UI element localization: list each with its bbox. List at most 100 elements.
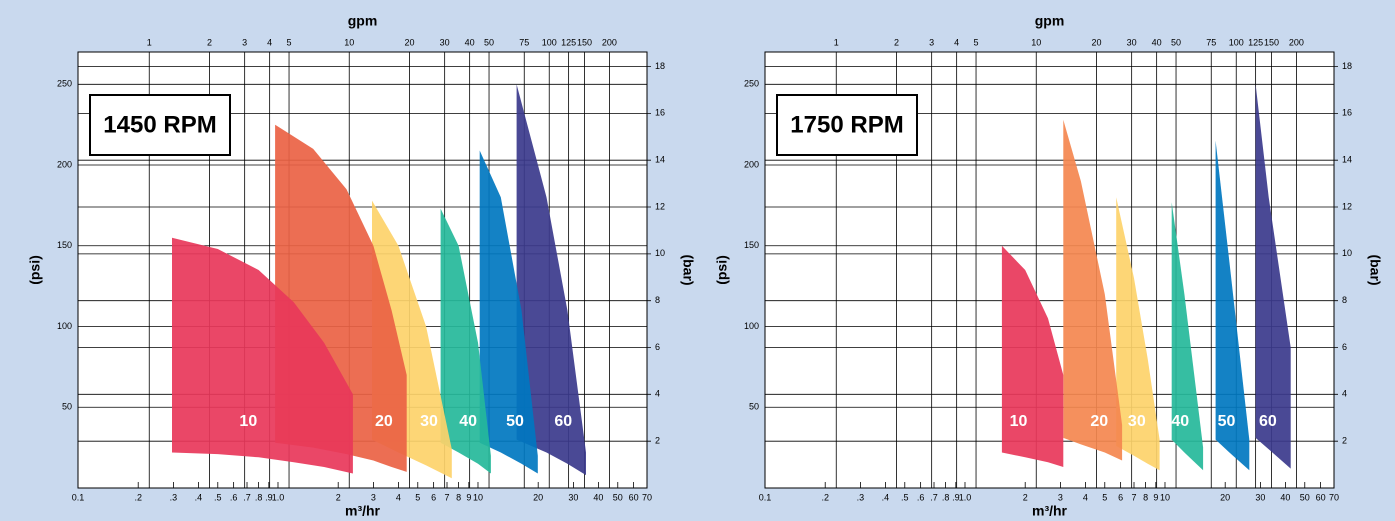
x-tick-label: .2 [821, 492, 829, 502]
range-area [172, 237, 353, 474]
series-label: 30 [1128, 413, 1146, 430]
x-tick-label: 4 [396, 492, 401, 502]
badge-box [89, 94, 231, 156]
x-tick-label: 30 [1255, 492, 1265, 502]
y-tick-label: 150 [57, 240, 72, 250]
series-label: 40 [1171, 413, 1189, 430]
y2-tick-label: 10 [655, 248, 665, 258]
x-tick-label: 40 [1280, 492, 1290, 502]
x2-tick-label: 100 [1229, 37, 1244, 47]
x-tick-label: 20 [1220, 492, 1230, 502]
y2-tick-label: 16 [1342, 108, 1352, 118]
x-tick-label: .7 [930, 492, 938, 502]
series-label: 40 [459, 413, 477, 430]
y-axis-title: (psi) [714, 255, 730, 285]
x2-tick-label: 150 [1264, 37, 1279, 47]
x-tick-label: .4 [195, 492, 203, 502]
y2-axis-title: (bar) [680, 254, 696, 285]
series-label: 10 [239, 413, 257, 430]
range-area [1063, 119, 1123, 461]
y2-tick-label: 18 [655, 61, 665, 71]
x-tick-label: .6 [917, 492, 925, 502]
y-tick-label: 50 [62, 402, 72, 412]
range-area [516, 84, 586, 476]
series-label: 50 [506, 413, 524, 430]
x-axis-title: m³/hr [345, 503, 381, 519]
y-axis-title: (psi) [27, 255, 43, 285]
x2-tick-label: 3 [929, 37, 934, 47]
x2-tick-label: 30 [1127, 37, 1137, 47]
x-tick-label: .5 [901, 492, 909, 502]
x2-tick-label: 4 [267, 37, 272, 47]
x2-tick-label: 20 [1091, 37, 1101, 47]
y2-tick-label: 6 [1342, 342, 1347, 352]
range-area [1001, 245, 1064, 467]
x-tick-label: 7 [444, 492, 449, 502]
x2-tick-label: 100 [542, 37, 557, 47]
x-tick-label: 70 [1329, 492, 1339, 502]
x-tick-label: 50 [1300, 492, 1310, 502]
y2-tick-label: 18 [1342, 61, 1352, 71]
x-tick-label: .2 [134, 492, 142, 502]
x2-tick-label: 5 [974, 37, 979, 47]
x-tick-label: 8 [456, 492, 461, 502]
x-tick-label: 30 [568, 492, 578, 502]
x2-tick-label: 5 [287, 37, 292, 47]
range-area [1116, 197, 1160, 471]
x-tick-label: 3 [1058, 492, 1063, 502]
x2-tick-label: 200 [1289, 37, 1304, 47]
x-tick-label: 7 [1131, 492, 1136, 502]
y2-tick-label: 2 [655, 436, 660, 446]
y-tick-label: 100 [744, 321, 759, 331]
series-label: 60 [554, 413, 572, 430]
x2-tick-label: 20 [404, 37, 414, 47]
series-label: 60 [1259, 413, 1277, 430]
y2-tick-label: 8 [1342, 295, 1347, 305]
x-tick-label: .5 [214, 492, 222, 502]
x2-tick-label: 75 [1206, 37, 1216, 47]
y2-tick-label: 14 [1342, 155, 1352, 165]
range-area [440, 208, 491, 474]
y2-axis-title: (bar) [1367, 254, 1383, 285]
series-label: 30 [420, 413, 438, 430]
x-tick-label: 6 [431, 492, 436, 502]
x-tick-label: 8 [1143, 492, 1148, 502]
x2-tick-label: 40 [465, 37, 475, 47]
x-tick-label: 1.0 [272, 492, 285, 502]
y2-tick-label: 8 [655, 295, 660, 305]
x-tick-label: 1.0 [959, 492, 972, 502]
x-tick-label: 6 [1118, 492, 1123, 502]
x-tick-label: 2 [1023, 492, 1028, 502]
x2-tick-label: 75 [519, 37, 529, 47]
x2-tick-label: 1 [147, 37, 152, 47]
x-tick-label: 60 [629, 492, 639, 502]
x-tick-label: .8 [255, 492, 263, 502]
x2-tick-label: 150 [577, 37, 592, 47]
badge-box [776, 94, 918, 156]
x2-tick-label: 3 [242, 37, 247, 47]
y-tick-label: 250 [57, 79, 72, 89]
y2-tick-label: 12 [1342, 201, 1352, 211]
x-tick-label: 20 [533, 492, 543, 502]
y2-tick-label: 16 [655, 108, 665, 118]
x-tick-label: 3 [371, 492, 376, 502]
x2-tick-label: 1 [834, 37, 839, 47]
x-tick-label: 9 [1153, 492, 1158, 502]
x-tick-label: .9 [265, 492, 273, 502]
chart: 1 2 3 4 5 10 20 30 40 50 75 100 125 150 20050100150200… [714, 13, 1384, 519]
x2-tick-label: 50 [1171, 37, 1181, 47]
x2-tick-label: 4 [954, 37, 959, 47]
x-tick-label: 4 [1083, 492, 1088, 502]
x2-tick-label: 2 [894, 37, 899, 47]
range-area [1255, 84, 1291, 469]
x2-tick-label: 125 [561, 37, 576, 47]
x-tick-label: .7 [243, 492, 251, 502]
x-tick-label: 40 [593, 492, 603, 502]
x-tick-label: 70 [642, 492, 652, 502]
x-tick-label: .9 [952, 492, 960, 502]
y2-tick-label: 2 [1342, 436, 1347, 446]
x2-tick-label: 10 [1031, 37, 1041, 47]
y2-tick-label: 4 [655, 389, 660, 399]
x-tick-label: .6 [230, 492, 238, 502]
x-tick-label: 5 [415, 492, 420, 502]
